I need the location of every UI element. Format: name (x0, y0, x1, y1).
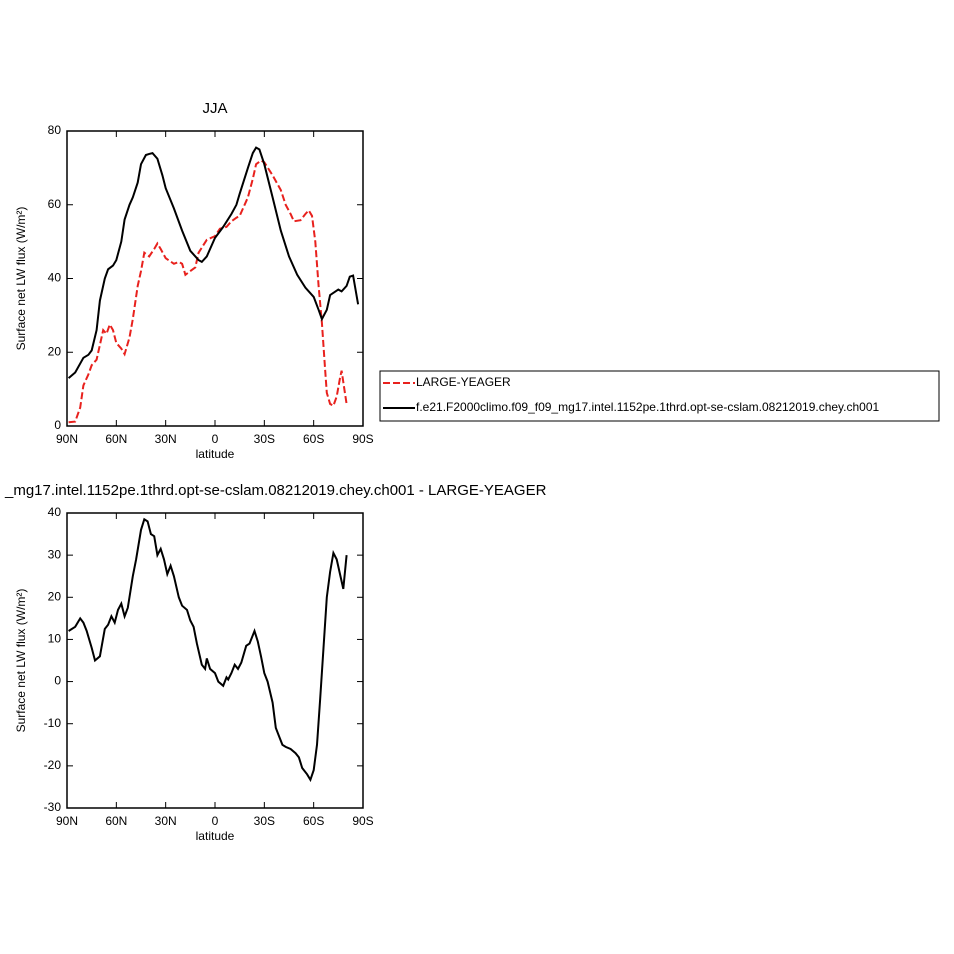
x-tick-label: 30N (155, 432, 177, 446)
x-tick-label: 60S (303, 432, 324, 446)
y-tick-label: 40 (48, 505, 62, 519)
y-axis-label: Surface net LW flux (W/m²) (14, 589, 28, 733)
x-tick-label: 90S (352, 814, 373, 828)
y-tick-label: 20 (48, 589, 62, 603)
legend-label: LARGE-YEAGER (416, 375, 511, 389)
legend-box (379, 370, 940, 422)
x-tick-label: 30N (155, 814, 177, 828)
y-tick-label: 20 (48, 344, 62, 358)
y-tick-label: -10 (44, 716, 62, 730)
y-tick-label: 10 (48, 632, 62, 646)
x-tick-label: 90N (56, 432, 78, 446)
series-line (67, 146, 360, 379)
y-tick-label: 80 (48, 123, 62, 137)
y-tick-label: 0 (54, 674, 61, 688)
x-tick-label: 60N (105, 432, 127, 446)
legend-label: f.e21.F2000climo.f09_f09_mg17.intel.1152… (416, 400, 880, 414)
y-tick-label: -20 (44, 758, 62, 772)
plot-frame (66, 130, 364, 427)
x-tick-label: 60N (105, 814, 127, 828)
y-tick-label: 30 (48, 547, 62, 561)
series-line (68, 517, 348, 783)
x-tick-label: 30S (254, 814, 275, 828)
x-tick-label: 90S (352, 432, 373, 446)
chart-title: JJA (202, 100, 227, 117)
x-tick-label: 30S (254, 432, 275, 446)
x-axis-label: latitude (196, 447, 235, 461)
series-line (68, 159, 348, 424)
plot-frame (66, 512, 364, 809)
x-tick-label: 0 (212, 814, 219, 828)
chart-title: _mg17.intel.1152pe.1thrd.opt-se-cslam.08… (4, 482, 547, 499)
y-tick-label: 60 (48, 197, 62, 211)
x-axis-label: latitude (196, 829, 235, 843)
y-axis-label: Surface net LW flux (W/m²) (14, 207, 28, 351)
y-tick-label: 40 (48, 271, 62, 285)
x-tick-label: 0 (212, 432, 219, 446)
x-tick-label: 90N (56, 814, 78, 828)
y-tick-label: 0 (54, 418, 61, 432)
y-tick-label: -30 (44, 800, 62, 814)
x-tick-label: 60S (303, 814, 324, 828)
